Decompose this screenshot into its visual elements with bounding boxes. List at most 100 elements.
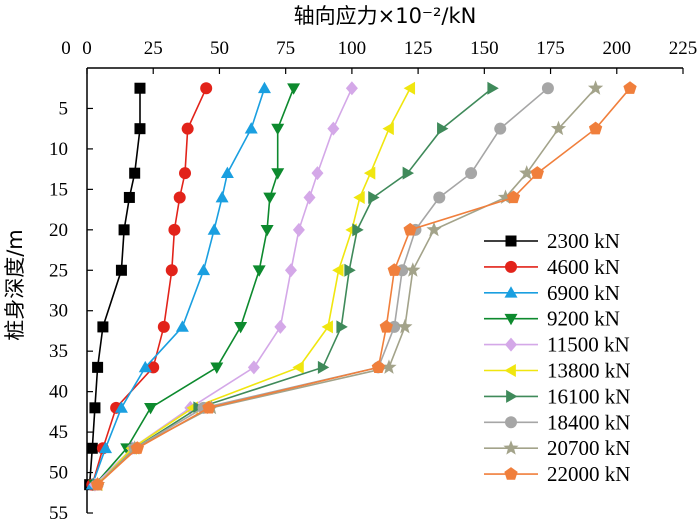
data-point: [115, 264, 127, 276]
x-tick-label: 75: [276, 38, 295, 59]
y-tick-label: 55: [49, 503, 68, 520]
x-tick-label: 150: [470, 38, 499, 59]
data-point: [179, 167, 192, 180]
legend-marker: [505, 337, 517, 352]
data-point: [426, 221, 442, 237]
x-tick-label: 100: [338, 38, 367, 59]
data-point: [118, 224, 130, 236]
y-tick-label: 10: [49, 139, 68, 160]
legend-label: 4600 kN: [547, 255, 620, 279]
legend-label: 18400 kN: [547, 410, 630, 434]
data-point: [550, 120, 567, 136]
legend-marker: [503, 440, 519, 455]
y-tick-label: 45: [49, 422, 68, 443]
x-tick-label: 200: [603, 38, 632, 59]
y-tick-label: 40: [49, 382, 68, 403]
y-axis-title: 桩身深度/m: [3, 229, 27, 341]
legend-label: 11500 kN: [547, 333, 630, 357]
data-point: [274, 319, 287, 334]
series-6900-kN: [85, 81, 271, 490]
series-line: [97, 87, 493, 486]
legend-item: 13800 kN: [484, 359, 630, 383]
data-point: [587, 80, 604, 95]
plot-series: [84, 80, 637, 492]
legend-item: 16100 kN: [484, 384, 630, 408]
data-point: [86, 442, 98, 454]
data-point: [215, 190, 229, 203]
data-point: [97, 321, 109, 333]
legend-item: 11500 kN: [484, 333, 630, 357]
series-line: [94, 87, 295, 486]
legend-label: 16100 kN: [547, 384, 630, 408]
legend-item: 2300 kN: [484, 229, 620, 253]
series-line: [91, 87, 207, 485]
data-point: [287, 83, 301, 95]
legend-label: 22000 kN: [547, 462, 630, 486]
data-point: [382, 122, 394, 136]
data-point: [173, 191, 186, 204]
data-point: [123, 191, 135, 203]
legend-marker: [504, 467, 518, 480]
data-point: [257, 81, 271, 94]
data-point: [403, 222, 417, 236]
data-point: [352, 223, 364, 237]
data-point: [284, 263, 297, 278]
x-ticks: [86, 68, 684, 74]
data-point: [303, 190, 316, 205]
data-point: [252, 265, 266, 277]
data-point: [129, 167, 141, 179]
data-point: [92, 361, 104, 373]
data-point: [327, 121, 340, 136]
data-point: [89, 402, 101, 414]
series-11500-kN: [88, 81, 358, 492]
y-tick-label: 5: [59, 98, 69, 119]
legend-marker: [505, 416, 517, 429]
data-point: [465, 167, 478, 180]
data-point: [317, 360, 330, 374]
legend-label: 13800 kN: [547, 359, 630, 383]
y-tick-label: 25: [49, 260, 68, 281]
data-point: [530, 166, 544, 179]
data-point: [321, 320, 333, 334]
legend-label: 9200 kN: [547, 307, 620, 331]
data-point: [402, 166, 415, 180]
data-point: [353, 190, 365, 204]
data-point: [271, 168, 285, 180]
legend-marker: [505, 235, 517, 247]
x-tick-label: 125: [404, 38, 433, 59]
legend-item: 22000 kN: [484, 462, 630, 486]
legend-marker: [504, 313, 518, 326]
data-point: [207, 223, 221, 235]
legend-marker: [505, 260, 517, 273]
data-point: [202, 400, 216, 414]
data-point: [244, 122, 258, 134]
data-point: [433, 191, 446, 204]
data-point: [134, 123, 146, 135]
data-point: [623, 81, 637, 94]
x-tick-label: 25: [144, 38, 163, 59]
data-point: [175, 320, 189, 332]
data-point: [344, 263, 356, 277]
data-point: [397, 318, 413, 334]
x-tick-label: 50: [210, 38, 229, 59]
data-point: [197, 263, 211, 276]
series-16100-kN: [92, 81, 499, 492]
data-point: [336, 320, 348, 334]
y-tick-label: 35: [49, 341, 68, 362]
series-line: [94, 87, 353, 486]
legend-marker: [504, 286, 518, 298]
data-point: [311, 166, 324, 181]
legend-item: 20700 kN: [484, 436, 630, 460]
data-point: [181, 122, 194, 135]
data-point: [130, 441, 144, 454]
data-point: [345, 81, 358, 96]
legend-label: 2300 kN: [547, 229, 620, 253]
legend-marker: [504, 364, 516, 377]
x-tick-label: 0: [82, 38, 92, 59]
data-point: [371, 360, 386, 374]
data-point: [210, 362, 224, 374]
data-point: [494, 122, 507, 135]
legend-item: 18400 kN: [484, 410, 630, 434]
legend-item: 6900 kN: [484, 281, 620, 305]
data-point: [168, 223, 181, 236]
